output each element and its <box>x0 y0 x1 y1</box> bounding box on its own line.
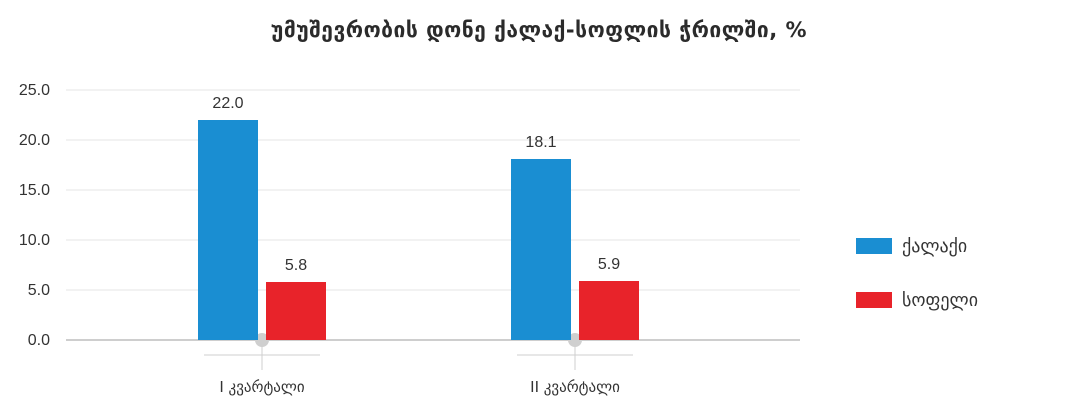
data-label: 5.8 <box>285 257 307 274</box>
legend: ქალაქი სოფელი <box>856 236 978 311</box>
y-axis-ticks: 0.0 5.0 10.0 15.0 20.0 25.0 <box>19 82 50 349</box>
y-tick-label: 5.0 <box>28 282 50 299</box>
bar <box>579 281 639 340</box>
y-tick-label: 15.0 <box>19 182 50 199</box>
category-marker <box>255 333 269 347</box>
data-label: 5.9 <box>598 256 620 273</box>
y-tick-label: 25.0 <box>19 82 50 99</box>
data-label: 22.0 <box>212 95 243 112</box>
legend-label: სოფელი <box>902 290 978 311</box>
bars <box>198 120 639 340</box>
y-tick-label: 10.0 <box>19 232 50 249</box>
y-tick-label: 20.0 <box>19 132 50 149</box>
legend-label: ქალაქი <box>902 236 967 257</box>
y-tick-label: 0.0 <box>28 332 50 349</box>
category-label: I კვარტალი <box>219 378 304 396</box>
chart-title: უმუშევრობის დონე ქალაქ-სოფლის ჭრილში, % <box>270 18 808 42</box>
x-axis <box>66 333 800 370</box>
data-label: 18.1 <box>525 134 556 151</box>
legend-swatch <box>856 292 892 308</box>
category-marker <box>568 333 582 347</box>
category-labels: I კვარტალი II კვარტალი <box>219 378 620 396</box>
category-label: II კვარტალი <box>530 378 620 396</box>
bar <box>198 120 258 340</box>
bar <box>511 159 571 340</box>
legend-swatch <box>856 238 892 254</box>
data-labels: 22.0 5.8 18.1 5.9 <box>212 95 620 274</box>
grid-lines <box>66 89 800 291</box>
bar <box>266 282 326 340</box>
